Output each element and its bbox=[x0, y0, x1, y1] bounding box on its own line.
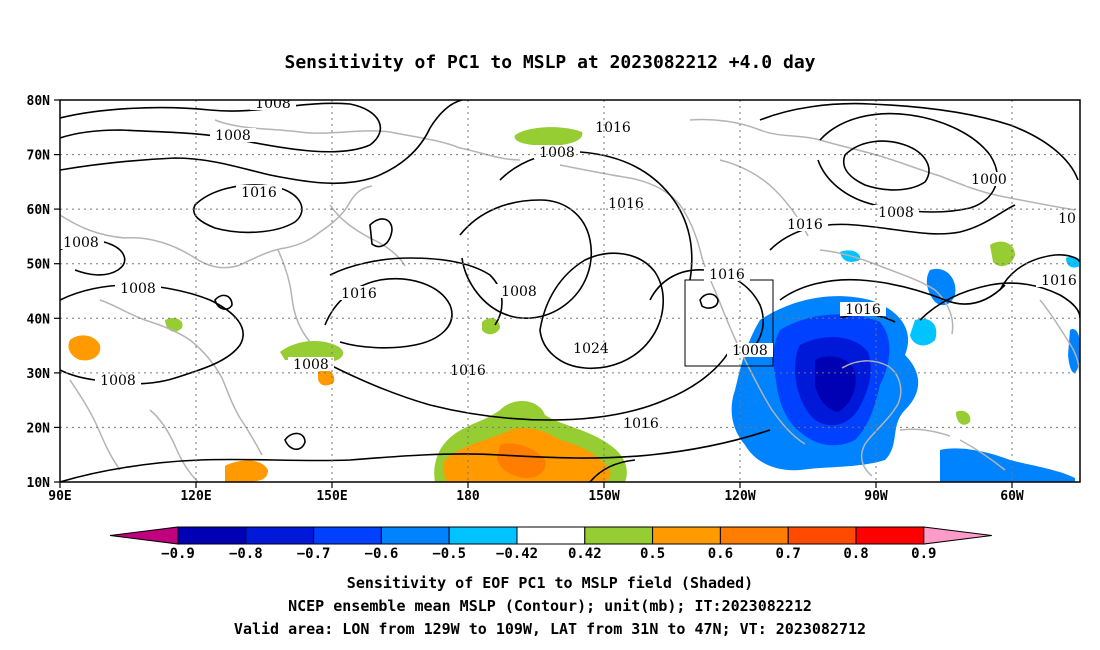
colorbar-label: −0.7 bbox=[297, 546, 331, 562]
positive-sensitivity-shading bbox=[68, 127, 1015, 482]
figure-title: Sensitivity of PC1 to MSLP at 2023082212… bbox=[284, 52, 815, 73]
colorbar-box bbox=[177, 526, 247, 545]
map-plot-area: 1008 1008 1016 1008 1008 1008 1016 1008 … bbox=[27, 94, 1081, 504]
contour-label: 1008 bbox=[293, 357, 329, 373]
lat-label: 40N bbox=[27, 312, 51, 327]
contour-label: 1008 bbox=[255, 96, 291, 112]
contour-label: 1008 bbox=[732, 343, 768, 359]
tick-marks bbox=[54, 99, 1013, 488]
colorbar-label: −0.5 bbox=[432, 546, 466, 562]
colorbar-label: 0.5 bbox=[640, 546, 665, 562]
colorbar-box bbox=[855, 526, 925, 545]
colorbar-box bbox=[787, 526, 857, 545]
lat-label: 60N bbox=[27, 203, 51, 218]
colorbar-label: −0.9 bbox=[161, 546, 195, 562]
colorbar-label: 0.6 bbox=[708, 546, 733, 562]
contour-label: 1008 bbox=[100, 373, 136, 389]
colorbar-label: 0.7 bbox=[776, 546, 801, 562]
colorbar-label: −0.8 bbox=[229, 546, 263, 562]
caption: Sensitivity of EOF PC1 to MSLP field (Sh… bbox=[234, 574, 866, 638]
lat-label: 80N bbox=[27, 94, 51, 109]
contour-label: 1016 bbox=[595, 120, 631, 136]
colorbar-box bbox=[719, 526, 789, 545]
colorbar-box bbox=[584, 526, 654, 545]
caption-line-2: NCEP ensemble mean MSLP (Contour); unit(… bbox=[288, 597, 812, 615]
contour-label: 1016 bbox=[709, 267, 745, 283]
contour-label: 1016 bbox=[1041, 273, 1077, 289]
lon-label: 90E bbox=[48, 489, 71, 504]
lon-label: 120W bbox=[724, 489, 755, 504]
lon-label: 60W bbox=[1000, 489, 1024, 504]
longitude-labels: 90E 120E 150E 180 150W 120W 90W 60W bbox=[48, 489, 1024, 504]
colorbar-label: −0.42 bbox=[496, 546, 538, 562]
contour-label: 1016 bbox=[623, 416, 659, 432]
contour-label: 1000 bbox=[971, 172, 1007, 188]
contour-label: 1016 bbox=[241, 185, 277, 201]
contour-label: 1024 bbox=[573, 341, 609, 357]
contour-label: 1016 bbox=[608, 196, 644, 212]
colorbar-label: −0.6 bbox=[365, 546, 399, 562]
colorbar-left-triangle bbox=[109, 526, 179, 545]
colorbar-right-triangle bbox=[923, 526, 992, 545]
contour-label: 1016 bbox=[341, 286, 377, 302]
colorbar-label: 0.42 bbox=[568, 546, 602, 562]
lon-label: 150W bbox=[588, 489, 619, 504]
contour-label: 1008 bbox=[501, 284, 537, 300]
mslp-contours bbox=[60, 100, 1080, 482]
contour-label: 1008 bbox=[120, 281, 156, 297]
latitude-labels: 80N 70N 60N 50N 40N 30N 20N 10N bbox=[27, 94, 51, 491]
lon-label: 180 bbox=[456, 489, 480, 504]
contour-label: 1016 bbox=[845, 302, 881, 318]
lon-label: 120E bbox=[180, 489, 211, 504]
contour-label: 1008 bbox=[878, 205, 914, 221]
lat-label: 50N bbox=[27, 258, 51, 273]
graticule bbox=[60, 100, 1080, 482]
lat-label: 30N bbox=[27, 367, 51, 382]
colorbar-box bbox=[652, 526, 721, 545]
colorbar-box bbox=[448, 526, 518, 545]
map-frame bbox=[59, 99, 1081, 483]
lat-label: 10N bbox=[27, 476, 51, 491]
colorbar-label: 0.8 bbox=[843, 546, 868, 562]
contour-labels: 1008 1008 1016 1008 1008 1008 1016 1008 … bbox=[60, 96, 1080, 432]
lon-label: 150E bbox=[316, 489, 347, 504]
lon-label: 90W bbox=[864, 489, 888, 504]
colorbar: −0.9 −0.8 −0.7 −0.6 −0.5 −0.42 0.42 0.5 0.6 0.7 0.… bbox=[109, 526, 992, 562]
caption-line-3: Valid area: LON from 129W to 109W, LAT f… bbox=[234, 620, 866, 638]
lat-label: 70N bbox=[27, 149, 51, 164]
contour-label: 1008 bbox=[215, 128, 251, 144]
lat-label: 20N bbox=[27, 421, 51, 436]
negative-sensitivity-shading bbox=[731, 250, 1080, 482]
colorbar-box bbox=[516, 526, 586, 545]
contour-label: 1008 bbox=[539, 145, 575, 161]
colorbar-box bbox=[245, 526, 315, 545]
colorbar-box bbox=[313, 526, 382, 545]
colorbar-box bbox=[380, 526, 450, 545]
colorbar-label: 0.9 bbox=[911, 546, 936, 562]
contour-label: 1016 bbox=[787, 217, 823, 233]
caption-line-1: Sensitivity of EOF PC1 to MSLP field (Sh… bbox=[347, 574, 753, 592]
contour-label: 10 bbox=[1058, 211, 1076, 227]
contour-label: 1008 bbox=[63, 235, 99, 251]
